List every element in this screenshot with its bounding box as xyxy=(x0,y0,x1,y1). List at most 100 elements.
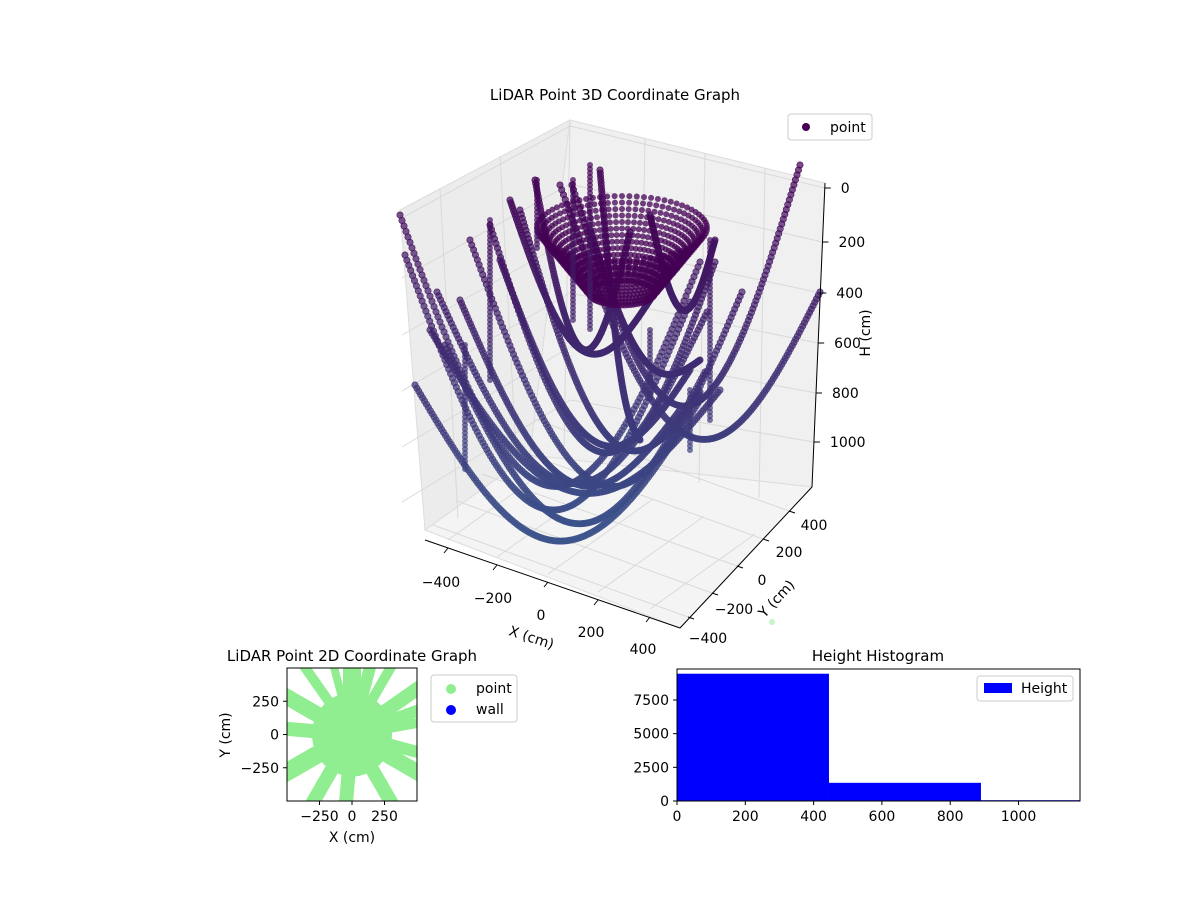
histogram-x-tick-label: 400 xyxy=(800,809,827,825)
plot3d-point xyxy=(626,199,633,206)
plot2d: LiDAR Point 2D Coordinate Graph −250 0 250… xyxy=(218,647,518,846)
plot3d-point xyxy=(579,223,586,230)
plot3d-point xyxy=(561,208,568,215)
plot3d-point xyxy=(716,386,724,394)
plot3d-point xyxy=(631,212,638,219)
plot3d-y-tick xyxy=(736,565,744,569)
plot3d-point xyxy=(578,203,585,210)
plot3d-point xyxy=(648,194,655,201)
plot3d-point xyxy=(630,225,637,232)
plot3d-point xyxy=(655,216,662,223)
plot3d-title: LiDAR Point 3D Coordinate Graph xyxy=(490,86,740,104)
plot3d-point xyxy=(631,219,637,226)
plot3d-y-tick-label: 0 xyxy=(758,573,767,589)
plot3d-point xyxy=(687,447,693,453)
plot3d-point xyxy=(619,193,625,199)
histogram-x-tick-label: 200 xyxy=(732,809,759,825)
plot3d-point xyxy=(696,388,704,396)
plot3d-point xyxy=(619,206,625,212)
histogram-y-tick-label: 2500 xyxy=(633,760,669,776)
plot3d-x-tick-label: −400 xyxy=(422,575,460,591)
plot3d-point xyxy=(624,225,631,232)
plot3d-points xyxy=(396,161,824,545)
plot2d-x-tick-label: 0 xyxy=(348,809,357,825)
plot3d-point xyxy=(611,199,618,206)
plot3d-point xyxy=(534,245,540,251)
plot3d-point xyxy=(653,222,660,229)
plot3d-z-tick-label: 400 xyxy=(836,286,863,302)
plot3d-point xyxy=(613,232,620,239)
plot3d-point xyxy=(707,417,713,423)
histogram-legend-label: Height xyxy=(1021,681,1068,697)
plot3d-point xyxy=(696,356,704,364)
plot3d-point xyxy=(619,199,625,206)
plot3d-point xyxy=(619,219,625,225)
plot3d-point xyxy=(619,225,625,232)
plot3d-x-tick xyxy=(443,547,449,554)
plot3d-y-tick-label: −200 xyxy=(715,602,753,618)
plot3d-x-tick xyxy=(543,581,549,588)
histogram-y-tick-label: 5000 xyxy=(633,727,669,743)
plot3d-point xyxy=(576,197,583,204)
plot3d-point xyxy=(594,214,600,221)
plot3d-point xyxy=(600,213,607,220)
plot3d-point xyxy=(644,214,650,221)
plot3d-z-tick-label: 200 xyxy=(838,235,865,251)
plot3d-point xyxy=(604,193,611,200)
plot3d-point xyxy=(671,206,678,213)
histogram-bar xyxy=(828,782,981,801)
plot3d-point xyxy=(641,227,648,233)
plot3d-point xyxy=(642,220,649,227)
plot3d-point xyxy=(597,194,603,201)
plot3d-point xyxy=(663,211,670,218)
plot2d-y-tick-label: 250 xyxy=(252,694,279,710)
plot3d-point xyxy=(595,220,602,227)
plot3d-point xyxy=(640,200,646,207)
plot2d-title: LiDAR Point 2D Coordinate Graph xyxy=(227,647,477,665)
plot3d-point xyxy=(634,232,641,239)
plot3d-point xyxy=(587,326,593,332)
histogram-x-tick-label: 0 xyxy=(673,809,682,825)
plot3d-point xyxy=(676,406,684,414)
plot3d-point xyxy=(624,232,631,239)
histogram-x-tick-label: 800 xyxy=(937,809,964,825)
plot3d-point xyxy=(603,232,610,239)
plot3d-point xyxy=(659,203,666,210)
plot3d-y-tick xyxy=(711,592,719,596)
plot3d-point xyxy=(651,208,658,215)
plot3d-point xyxy=(580,209,587,216)
histogram-x-tick-label: 600 xyxy=(869,809,896,825)
plot3d-point xyxy=(612,206,619,213)
plot3d-point xyxy=(625,206,632,213)
plot3d-y-tick xyxy=(762,538,770,542)
plot3d-point xyxy=(602,226,609,233)
plot3d-point xyxy=(564,200,571,207)
plot3d-y-tick-label: 200 xyxy=(776,545,803,561)
plot2d-legend-wall-marker xyxy=(446,705,456,715)
plot3d-point xyxy=(648,221,655,228)
plot3d-point xyxy=(653,202,660,209)
plot3d-point xyxy=(619,212,625,219)
plot3d-point xyxy=(570,317,576,323)
plot3d-point xyxy=(625,219,631,226)
histogram-legend: Height xyxy=(976,675,1074,702)
plot2d-x-tick-label: 250 xyxy=(371,809,398,825)
plot3d-point xyxy=(647,395,653,401)
plot3d-x-tick xyxy=(593,599,599,606)
plot2d-legend: point wall xyxy=(430,674,518,723)
plot3d-y-tick xyxy=(788,510,796,514)
plot3d-legend: point xyxy=(787,113,873,141)
histogram-y-tick-label: 0 xyxy=(660,794,669,810)
plot3d-point xyxy=(661,197,668,204)
plot2d-y-tick-label: 0 xyxy=(270,728,279,744)
plot3d-x-tick xyxy=(645,616,651,623)
plot3d-point xyxy=(613,225,620,232)
plot3d-point xyxy=(619,232,625,238)
histogram-bar xyxy=(677,673,829,801)
plot3d-point xyxy=(601,219,608,226)
plot3d-point xyxy=(665,205,672,211)
plot3d-point xyxy=(651,288,658,295)
plot3d-point xyxy=(629,232,636,239)
plot2d-legend-point-label: point xyxy=(476,681,512,697)
